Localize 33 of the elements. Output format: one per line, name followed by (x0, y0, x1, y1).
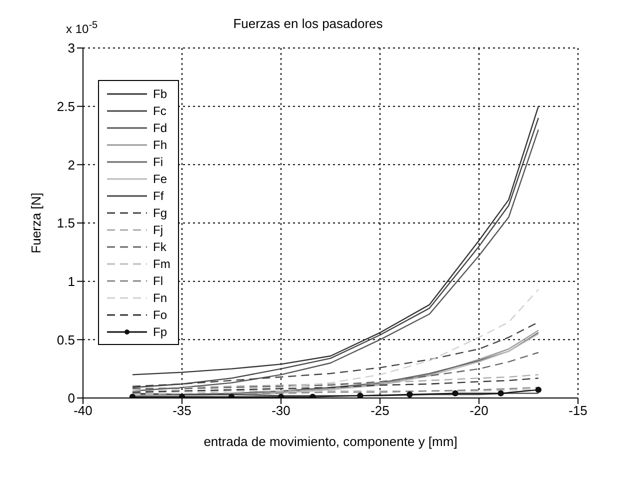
y-tick-label: 0 (68, 390, 75, 406)
x-tick-label: -35 (172, 403, 192, 418)
y-tick-label: 1.5 (56, 216, 75, 231)
x-tick-label: -25 (370, 403, 390, 418)
legend-label: Fd (153, 120, 168, 134)
legend-label: Fp (153, 324, 168, 338)
legend-label: Fn (153, 290, 168, 304)
legend-label: Fl (153, 274, 163, 288)
y-tick-label: 3 (68, 40, 75, 56)
chart-title: Fuerzas en los pasadores (233, 16, 383, 31)
line-series (132, 378, 539, 393)
legend-label: Fk (153, 240, 166, 254)
legend-label: Ff (153, 188, 164, 202)
y-tick-label: 2.5 (56, 98, 75, 114)
y-tick-label: 2 (68, 157, 75, 172)
y-tick-label: 0.5 (56, 332, 75, 348)
legend-label: Fb (153, 86, 168, 100)
legend-label: Fh (153, 138, 168, 152)
legend-label: Fj (153, 222, 163, 236)
y-tick-label: 1 (68, 274, 75, 289)
legend-label: Fc (153, 104, 166, 118)
legend-label: Fe (153, 172, 168, 186)
x-tick-label: -40 (74, 403, 92, 418)
legend-label: Fg (153, 206, 168, 220)
x-tick-label: -20 (470, 403, 488, 418)
legend-label: Fi (153, 154, 163, 168)
legend-label: Fm (153, 256, 170, 270)
x-tick-label: -30 (272, 403, 290, 418)
x-axis-title: entrada de movimiento, componente y [mm] (204, 434, 458, 449)
text: x 10$^{-5}$ (66, 20, 98, 36)
legend-label: Fo (153, 308, 168, 322)
y-axis-title: Fuerza [N] (28, 192, 44, 254)
x-tick-label: -15 (568, 403, 588, 418)
